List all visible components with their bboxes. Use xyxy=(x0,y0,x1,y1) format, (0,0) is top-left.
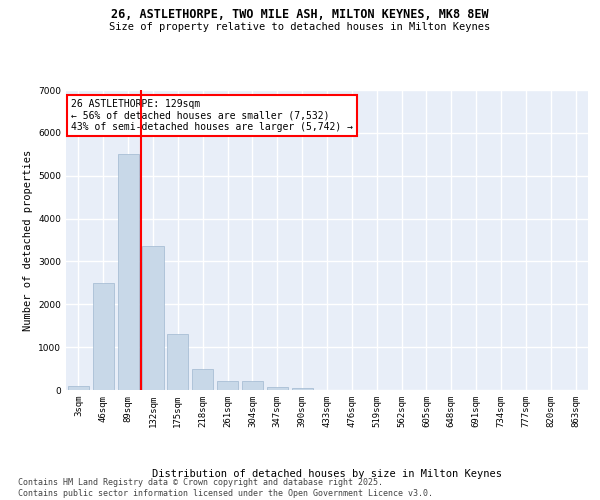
X-axis label: Distribution of detached houses by size in Milton Keynes: Distribution of detached houses by size … xyxy=(152,469,502,479)
Bar xyxy=(267,386,288,390)
Bar xyxy=(292,388,313,390)
Bar xyxy=(93,283,114,390)
Bar xyxy=(192,368,213,390)
Bar xyxy=(142,246,164,390)
Text: Contains HM Land Registry data © Crown copyright and database right 2025.
Contai: Contains HM Land Registry data © Crown c… xyxy=(18,478,433,498)
Text: 26 ASTLETHORPE: 129sqm
← 56% of detached houses are smaller (7,532)
43% of semi-: 26 ASTLETHORPE: 129sqm ← 56% of detached… xyxy=(71,99,353,132)
Text: 26, ASTLETHORPE, TWO MILE ASH, MILTON KEYNES, MK8 8EW: 26, ASTLETHORPE, TWO MILE ASH, MILTON KE… xyxy=(111,8,489,20)
Bar xyxy=(68,386,89,390)
Bar xyxy=(167,334,188,390)
Bar xyxy=(217,380,238,390)
Bar xyxy=(118,154,139,390)
Bar xyxy=(242,382,263,390)
Y-axis label: Number of detached properties: Number of detached properties xyxy=(23,150,32,330)
Text: Size of property relative to detached houses in Milton Keynes: Size of property relative to detached ho… xyxy=(109,22,491,32)
